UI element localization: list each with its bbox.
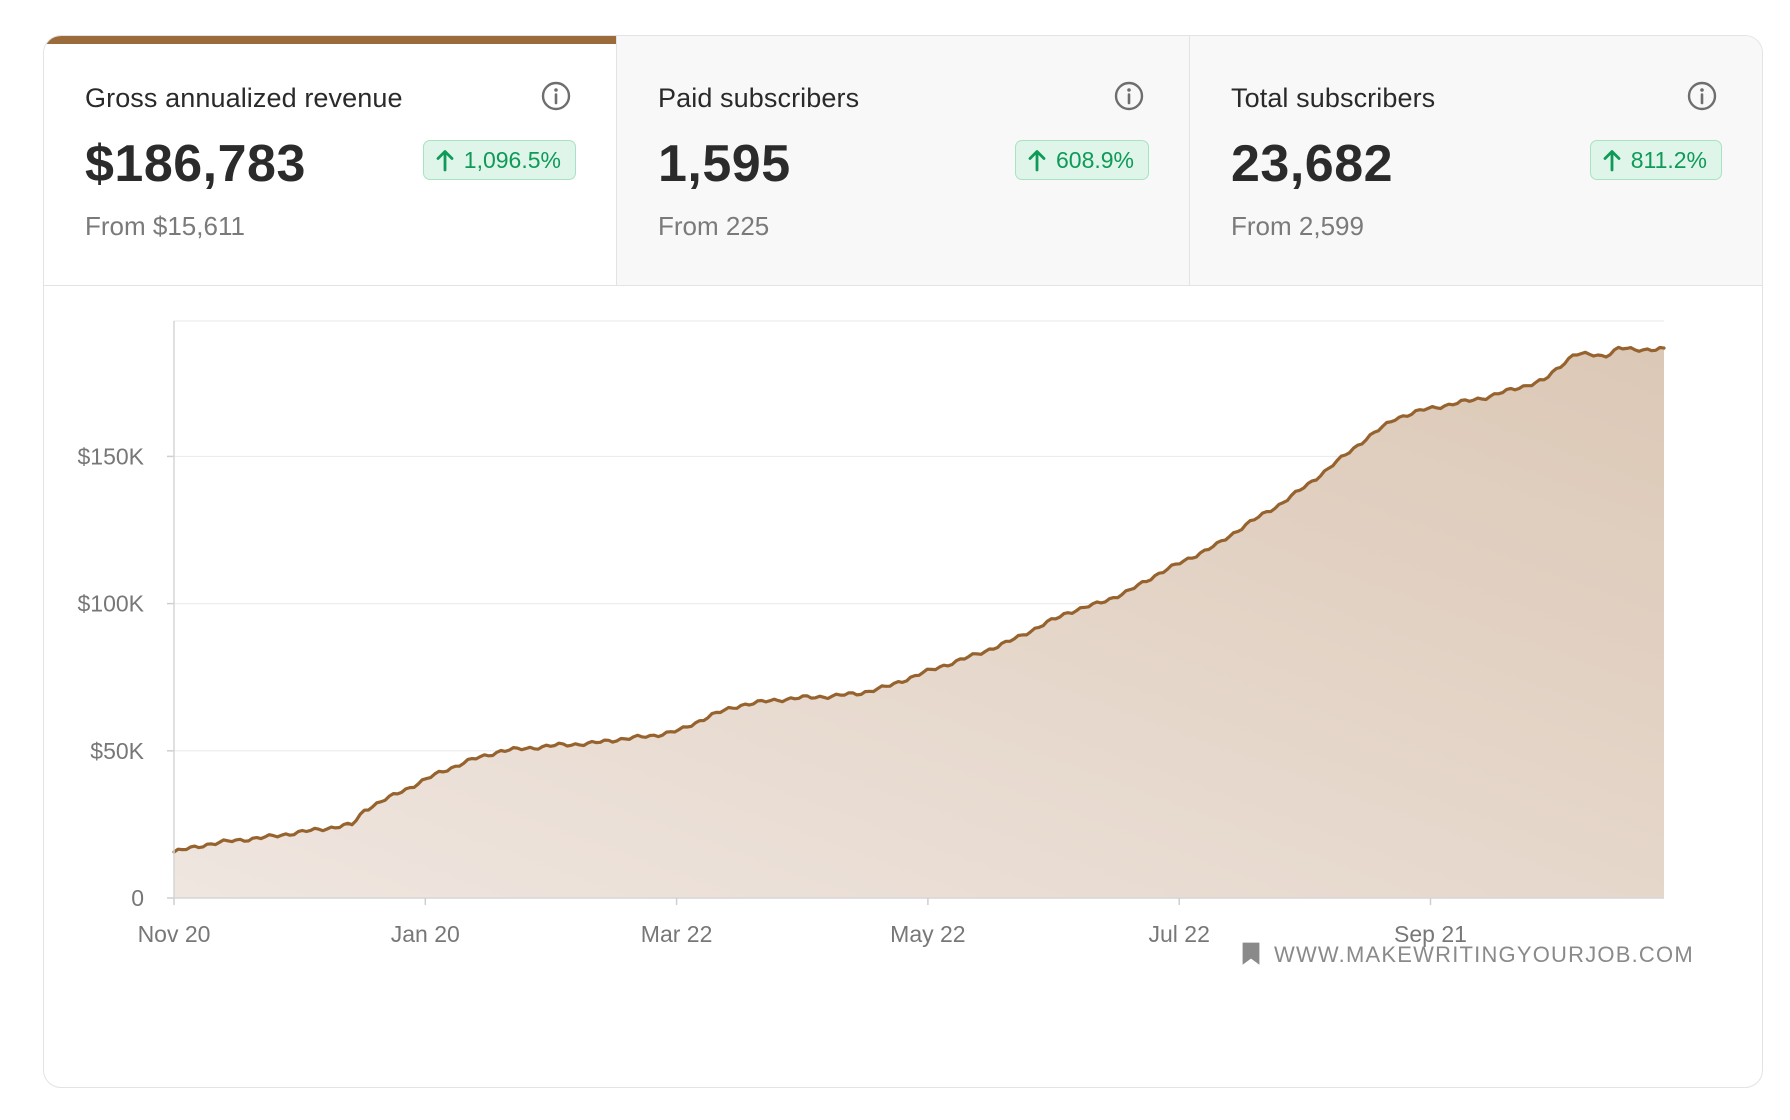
metric-label: Total subscribers xyxy=(1231,83,1436,113)
revenue-dashboard-card: Gross annualized revenue $186,783 1,096.… xyxy=(43,35,1763,1088)
arrow-up-icon xyxy=(1603,150,1621,172)
metric-from-value: From 2,599 xyxy=(1231,211,1364,241)
arrow-up-icon xyxy=(436,150,454,172)
change-percent: 608.9% xyxy=(1055,146,1134,173)
info-icon[interactable] xyxy=(1686,80,1718,112)
revenue-area xyxy=(174,347,1664,898)
change-badge: 1,096.5% xyxy=(422,140,576,180)
watermark: WWW.MAKEWRITINGYOURJOB.COM xyxy=(1242,942,1694,967)
metric-value: $186,783 xyxy=(85,135,306,193)
y-tick-label: $50K xyxy=(90,738,144,764)
metric-value: 23,682 xyxy=(1231,135,1394,193)
metric-tabs: Gross annualized revenue $186,783 1,096.… xyxy=(44,36,1762,286)
watermark-text: WWW.MAKEWRITINGYOURJOB.COM xyxy=(1274,942,1694,967)
info-icon[interactable] xyxy=(540,80,572,112)
revenue-line xyxy=(172,345,1666,854)
change-percent: 811.2% xyxy=(1630,146,1707,173)
y-tick-label: $150K xyxy=(77,443,144,469)
revenue-chart: 0 $50K $100K $150K Nov 20 Jan 20 Mar 22 May 22 J… xyxy=(44,286,1762,1087)
metric-from-value: From 225 xyxy=(658,211,770,241)
info-icon[interactable] xyxy=(1113,80,1145,112)
bookmark-icon xyxy=(1242,942,1260,965)
change-badge: 608.9% xyxy=(1014,140,1149,180)
y-tick-label: 0 xyxy=(131,885,144,911)
arrow-up-icon xyxy=(1028,150,1046,172)
x-tick-label: Jan 20 xyxy=(391,921,460,947)
x-tick-label: May 22 xyxy=(890,921,965,947)
tab-paid-subscribers[interactable]: Paid subscribers 1,595 608.9% From 225 xyxy=(616,36,1189,286)
change-badge: 811.2% xyxy=(1589,140,1722,180)
active-tab-indicator xyxy=(44,36,616,44)
metric-value: 1,595 xyxy=(658,135,791,193)
x-tick-label: Mar 22 xyxy=(641,921,713,947)
metric-label: Paid subscribers xyxy=(658,83,860,113)
y-tick-label: $100K xyxy=(77,591,144,617)
metric-label: Gross annualized revenue xyxy=(85,83,403,113)
x-tick-label: Jul 22 xyxy=(1149,921,1210,947)
tab-gross-annualized-revenue[interactable]: Gross annualized revenue $186,783 1,096.… xyxy=(44,36,616,286)
x-tick-label: Nov 20 xyxy=(138,921,211,947)
change-percent: 1,096.5% xyxy=(463,146,561,173)
revenue-area-chart: 0 $50K $100K $150K Nov 20 Jan 20 Mar 22 May 22 J… xyxy=(77,320,1694,967)
x-tick-label: Sep 21 xyxy=(1394,921,1467,947)
metric-from-value: From $15,611 xyxy=(85,211,245,241)
tab-total-subscribers[interactable]: Total subscribers 23,682 811.2% From 2,5… xyxy=(1189,36,1762,286)
